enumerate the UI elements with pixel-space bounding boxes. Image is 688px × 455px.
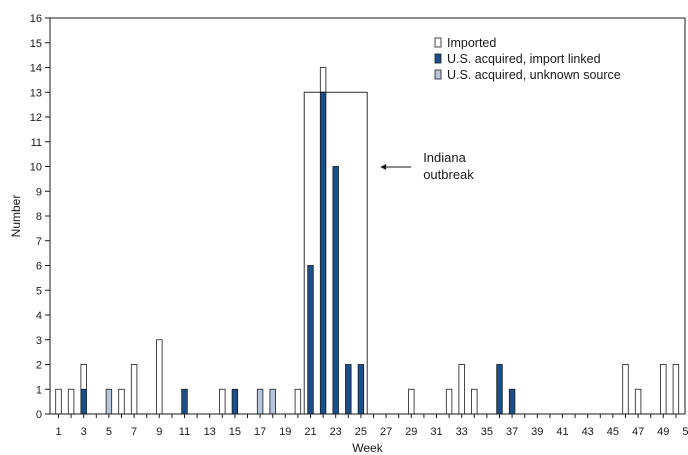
outbreak-label-line: Indiana <box>423 150 466 165</box>
bar-u-s-acquired-import-linked-week-36 <box>496 364 503 415</box>
bar-u-s-acquired-import-linked-week-3 <box>80 388 87 415</box>
x-tick-label: 39 <box>531 426 543 438</box>
legend-label: Imported <box>447 36 496 50</box>
outbreak-arrow-head <box>380 164 387 170</box>
bar-imported-week-47 <box>634 388 642 415</box>
y-tick-label: 14 <box>30 63 42 75</box>
bar-imported-week-34 <box>471 388 478 415</box>
y-tick-label: 11 <box>31 137 42 149</box>
y-tick-label: 13 <box>30 87 42 99</box>
x-tick-label: 27 <box>380 426 392 438</box>
x-tick-label: 9 <box>156 426 162 438</box>
bar-imported-week-22 <box>319 67 327 93</box>
x-tick-label: 35 <box>481 426 493 438</box>
bar-imported-week-2 <box>67 388 75 415</box>
bar-u-s-acquired-import-linked-week-11 <box>181 388 188 415</box>
x-axis-ticks: 1 3 5 7 9 11 13 15 17 19 21 23 25 27 29 31 33 35 37 39 41 43 4… <box>55 414 688 438</box>
y-tick-label: 8 <box>36 211 42 223</box>
x-tick-label: 19 <box>279 426 291 438</box>
y-tick-label: 15 <box>30 38 42 50</box>
bar-imported-week-33 <box>458 364 465 415</box>
y-tick-label: 6 <box>36 261 42 273</box>
x-tick-label: 11 <box>179 426 190 438</box>
y-tick-label: 5 <box>36 285 42 297</box>
y-tick-label: 10 <box>30 162 42 174</box>
bar-u-s-acquired-import-linked-week-23 <box>332 166 339 415</box>
bar-imported-week-49 <box>660 364 667 415</box>
legend-swatch <box>434 53 442 64</box>
bar-u-s-acquired-import-linked-week-22 <box>319 91 327 415</box>
outbreak-label-line: outbreak <box>423 167 474 182</box>
x-tick-label: 17 <box>254 426 266 438</box>
bar-u-s-acquired-unknown-source-week-5 <box>105 388 113 415</box>
x-tick-label: 13 <box>204 426 216 438</box>
bars <box>55 67 680 415</box>
y-tick-label: 1 <box>36 384 42 396</box>
x-tick-label: 41 <box>556 426 568 438</box>
x-tick-label: 1 <box>55 426 61 438</box>
x-tick-label: 37 <box>506 426 518 438</box>
x-tick-label: 49 <box>657 426 669 438</box>
y-tick-label: 16 <box>30 13 42 25</box>
y-tick-label: 12 <box>30 112 42 124</box>
y-tick-label: 0 <box>36 409 42 421</box>
bar-imported-week-29 <box>408 388 415 415</box>
x-tick-label: 23 <box>330 426 342 438</box>
x-tick-label: 25 <box>355 426 367 438</box>
bar-u-s-acquired-unknown-source-week-17 <box>256 388 264 415</box>
x-tick-label: 51 <box>682 426 688 438</box>
x-axis-label: Week <box>352 441 383 455</box>
bar-u-s-acquired-import-linked-week-37 <box>508 388 516 415</box>
bar-imported-week-3 <box>80 364 87 390</box>
y-tick-label: 3 <box>36 335 42 347</box>
plot-frame <box>49 17 686 415</box>
x-tick-label: 31 <box>430 426 442 438</box>
legend: Imported U.S. acquired, import linked U.S.… <box>434 36 621 82</box>
indiana-outbreak-annotation: Indiana outbreak <box>303 91 474 415</box>
legend-label: U.S. acquired, import linked <box>447 52 601 66</box>
bar-u-s-acquired-import-linked-week-21 <box>307 265 314 415</box>
y-tick-label: 9 <box>36 186 42 198</box>
bar-imported-week-46 <box>622 364 629 415</box>
bar-u-s-acquired-import-linked-week-24 <box>345 364 352 415</box>
bar-imported-week-7 <box>130 364 138 415</box>
bar-imported-week-20 <box>294 388 302 415</box>
x-tick-label: 33 <box>456 426 468 438</box>
x-tick-label: 3 <box>81 426 87 438</box>
bar-u-s-acquired-import-linked-week-15 <box>231 388 239 415</box>
x-tick-label: 29 <box>405 426 417 438</box>
bar-imported-week-14 <box>219 388 226 415</box>
x-tick-label: 5 <box>106 426 112 438</box>
legend-swatch <box>434 69 442 80</box>
y-tick-label: 7 <box>36 236 42 248</box>
x-tick-label: 43 <box>582 426 594 438</box>
x-tick-label: 15 <box>229 426 241 438</box>
bar-u-s-acquired-unknown-source-week-18 <box>269 388 276 415</box>
x-tick-label: 7 <box>131 426 137 438</box>
bar-imported-week-32 <box>445 388 453 415</box>
bar-imported-week-6 <box>118 388 125 415</box>
bar-u-s-acquired-import-linked-week-25 <box>357 364 365 415</box>
x-tick-label: 47 <box>632 426 644 438</box>
y-tick-label: 4 <box>36 310 42 322</box>
bar-imported-week-1 <box>55 388 62 415</box>
x-tick-label: 45 <box>607 426 619 438</box>
x-tick-label: 21 <box>304 426 316 438</box>
legend-label: U.S. acquired, unknown source <box>447 68 621 82</box>
y-axis-label: Number <box>9 195 23 238</box>
y-tick-label: 2 <box>36 360 42 372</box>
bar-imported-week-9 <box>156 339 163 415</box>
bar-imported-week-50 <box>672 364 680 415</box>
legend-swatch <box>434 37 442 48</box>
